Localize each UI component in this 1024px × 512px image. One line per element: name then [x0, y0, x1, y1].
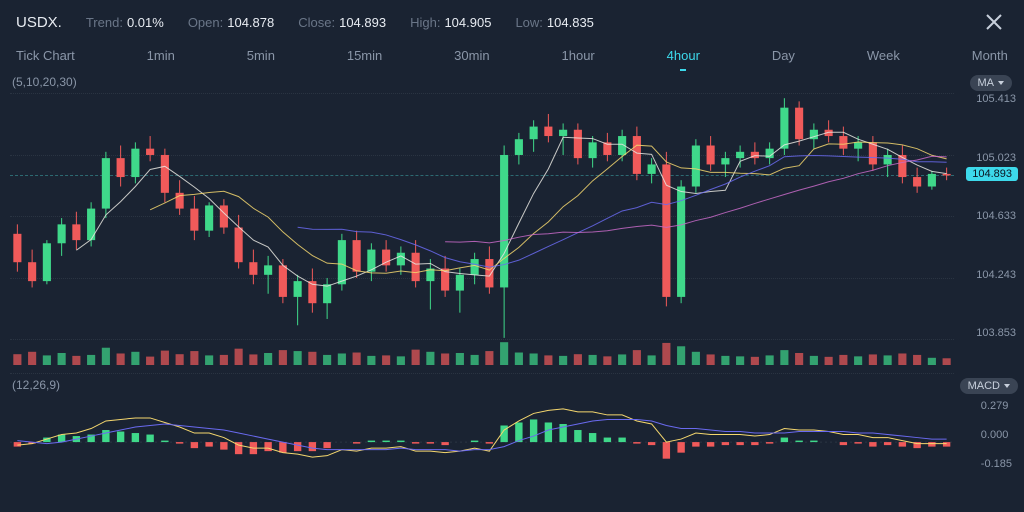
macd-params-label: (12,26,9) — [12, 378, 60, 392]
close-button[interactable] — [980, 8, 1008, 36]
timeframe-tab-15min[interactable]: 15min — [347, 46, 382, 65]
timeframe-tabs: Tick Chart 1min 5min 15min 30min 1hour 4hour Da… — [0, 40, 1024, 75]
macd-chart — [10, 400, 954, 470]
timeframe-tab-month[interactable]: Month — [972, 46, 1008, 65]
y-axis-label: 105.023 — [976, 152, 1016, 164]
timeframe-tab-tick-chart[interactable]: Tick Chart — [16, 46, 75, 65]
open-stat: Open:104.878 — [188, 15, 274, 30]
close-icon — [984, 12, 1004, 32]
chevron-down-icon — [998, 81, 1004, 85]
macd-y-axis: 0.279 0.000 -0.185 — [981, 400, 1012, 470]
timeframe-tab-30min[interactable]: 30min — [454, 46, 489, 65]
timeframe-tab-1min[interactable]: 1min — [147, 46, 175, 65]
chart-header: USDX. Trend:0.01% Open:104.878 Close:104… — [0, 0, 1024, 40]
timeframe-tab-day[interactable]: Day — [772, 46, 795, 65]
close-stat: Close:104.893 — [298, 15, 386, 30]
high-stat: High:104.905 — [410, 15, 491, 30]
candlestick-chart — [10, 93, 954, 339]
symbol-name: USDX. — [16, 14, 62, 31]
macd-y-label: -0.185 — [981, 458, 1012, 470]
volume-bars — [10, 339, 954, 365]
timeframe-tab-1hour[interactable]: 1hour — [562, 46, 595, 65]
timeframe-tab-week[interactable]: Week — [867, 46, 900, 65]
macd-chart-area[interactable]: (12,26,9) MACD 0.2790.000-0.185 — [10, 373, 954, 473]
ma-indicator-selector[interactable]: MA — [970, 75, 1013, 91]
y-axis-label: 103.853 — [976, 327, 1016, 339]
trend-stat: Trend:0.01% — [86, 15, 164, 30]
price-chart-area[interactable]: (5,10,20,30) MA 105.413105.023104.633104… — [10, 75, 954, 365]
chevron-down-icon — [1004, 384, 1010, 388]
y-axis-label: 104.243 — [976, 269, 1016, 281]
price-y-axis: 105.413 105.023 104.633 104.243 103.853 — [976, 93, 1016, 339]
macd-y-label: 0.000 — [981, 429, 1012, 441]
current-price-tag: 104.893 — [966, 167, 1018, 181]
low-stat: Low:104.835 — [515, 15, 593, 30]
timeframe-tab-4hour[interactable]: 4hour — [667, 46, 700, 65]
macd-indicator-selector[interactable]: MACD — [960, 378, 1018, 394]
ma-params-label: (5,10,20,30) — [12, 75, 77, 89]
timeframe-tab-5min[interactable]: 5min — [247, 46, 275, 65]
y-axis-label: 104.633 — [976, 210, 1016, 222]
macd-y-label: 0.279 — [981, 400, 1012, 412]
y-axis-label: 105.413 — [976, 93, 1016, 105]
